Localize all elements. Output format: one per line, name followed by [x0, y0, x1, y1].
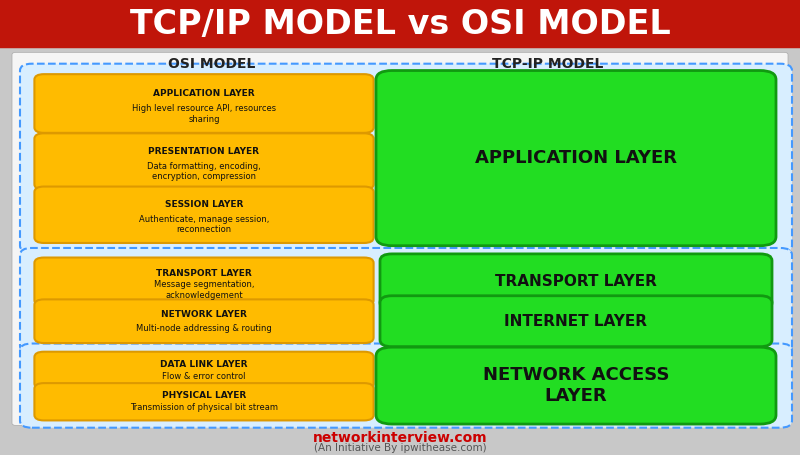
Text: SESSION LAYER: SESSION LAYER [165, 200, 243, 209]
FancyBboxPatch shape [20, 64, 792, 253]
FancyBboxPatch shape [380, 254, 772, 309]
FancyBboxPatch shape [34, 187, 374, 243]
FancyBboxPatch shape [376, 347, 776, 424]
Text: TRANSPORT LAYER: TRANSPORT LAYER [156, 269, 252, 278]
Text: NETWORK LAYER: NETWORK LAYER [161, 309, 247, 318]
Text: TCP-IP MODEL: TCP-IP MODEL [492, 57, 604, 71]
Text: networkinterview.com: networkinterview.com [313, 431, 487, 445]
FancyBboxPatch shape [34, 352, 374, 389]
Text: APPLICATION LAYER: APPLICATION LAYER [153, 90, 255, 98]
Text: PHYSICAL LAYER: PHYSICAL LAYER [162, 391, 246, 400]
Text: Flow & error control: Flow & error control [162, 372, 246, 381]
FancyBboxPatch shape [34, 299, 374, 343]
Text: Authenticate, manage session,
reconnection: Authenticate, manage session, reconnecti… [139, 215, 269, 234]
Text: TRANSPORT LAYER: TRANSPORT LAYER [495, 274, 657, 289]
FancyBboxPatch shape [20, 248, 792, 353]
Text: OSI MODEL: OSI MODEL [168, 57, 256, 71]
FancyBboxPatch shape [34, 74, 374, 133]
Text: APPLICATION LAYER: APPLICATION LAYER [475, 149, 677, 167]
FancyBboxPatch shape [20, 344, 792, 428]
FancyBboxPatch shape [12, 52, 788, 425]
Text: Data formatting, encoding,
encryption, compression: Data formatting, encoding, encryption, c… [147, 162, 261, 181]
Text: High level resource API, resources
sharing: High level resource API, resources shari… [132, 104, 276, 124]
FancyBboxPatch shape [34, 133, 374, 190]
FancyBboxPatch shape [376, 71, 776, 246]
Text: Transmission of physical bit stream: Transmission of physical bit stream [130, 403, 278, 412]
FancyBboxPatch shape [34, 258, 374, 306]
FancyBboxPatch shape [0, 0, 800, 48]
Text: NETWORK ACCESS
LAYER: NETWORK ACCESS LAYER [482, 366, 670, 405]
Text: (An Initiative By ipwithease.com): (An Initiative By ipwithease.com) [314, 443, 486, 453]
FancyBboxPatch shape [34, 383, 374, 420]
Text: TCP/IP MODEL vs OSI MODEL: TCP/IP MODEL vs OSI MODEL [130, 8, 670, 40]
Text: Message segmentation,
acknowledgement: Message segmentation, acknowledgement [154, 280, 254, 299]
Text: INTERNET LAYER: INTERNET LAYER [505, 314, 647, 329]
Text: Multi-node addressing & routing: Multi-node addressing & routing [136, 324, 272, 333]
Text: PRESENTATION LAYER: PRESENTATION LAYER [149, 147, 259, 156]
FancyBboxPatch shape [380, 296, 772, 347]
Text: DATA LINK LAYER: DATA LINK LAYER [160, 360, 248, 369]
